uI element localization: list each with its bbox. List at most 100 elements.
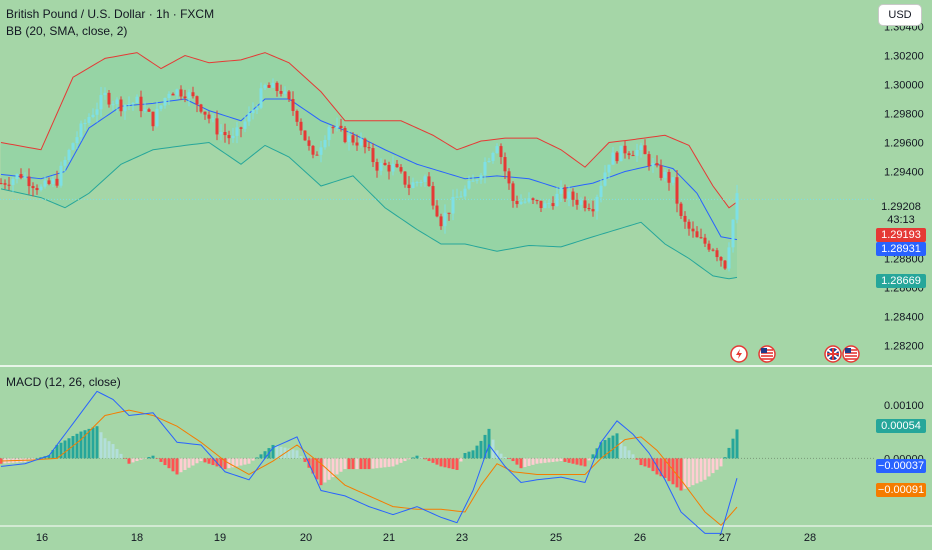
- candle-body: [671, 177, 675, 183]
- macd-histogram-bar: [675, 458, 679, 488]
- current-price-value: 1.29208: [881, 201, 921, 213]
- macd-indicator-label[interactable]: MACD (12, 26, close): [6, 375, 121, 389]
- candle-body: [535, 200, 539, 202]
- candle-body: [643, 145, 647, 155]
- price-tick-label: 1.30000: [884, 80, 924, 92]
- macd-histogram-bar: [735, 429, 739, 459]
- macd-histogram-bar: [567, 458, 571, 463]
- macd-histogram-bar: [695, 458, 699, 484]
- candle-body: [295, 110, 299, 122]
- macd-histogram-bar: [699, 458, 703, 482]
- uk-flag-icon[interactable]: [824, 345, 842, 363]
- macd-histogram-bar: [591, 454, 595, 459]
- candle-body: [123, 104, 127, 112]
- candle-body: [727, 247, 731, 269]
- candle-body: [27, 176, 31, 187]
- macd-histogram-bar: [543, 458, 547, 463]
- candle-body: [487, 160, 491, 163]
- macd-histogram-bar: [647, 458, 651, 468]
- macd-histogram-bar: [635, 458, 639, 460]
- macd-histogram-bar: [91, 427, 95, 459]
- macd-histogram-bar: [87, 428, 91, 459]
- candle-body: [83, 122, 87, 124]
- macd-histogram-bar: [731, 438, 735, 459]
- candle-body: [79, 123, 83, 138]
- flag-stripe: [845, 358, 857, 360]
- candle-body: [683, 215, 687, 222]
- lightning-icon[interactable]: [730, 345, 748, 363]
- candle-body: [279, 91, 283, 94]
- candle-body: [127, 103, 131, 105]
- macd-histogram-bar: [671, 458, 675, 485]
- macd-histogram-bar: [279, 446, 283, 459]
- candle-body: [255, 107, 259, 110]
- us-flag-icon[interactable]: [758, 345, 776, 363]
- macd-histogram-bar: [343, 458, 347, 470]
- macd-histogram-bar: [147, 457, 151, 459]
- macd-histogram-bar: [575, 458, 579, 465]
- candle-body: [551, 203, 555, 207]
- candle-body: [419, 181, 423, 183]
- us-flag-icon[interactable]: [842, 345, 860, 363]
- candle-body: [595, 196, 599, 212]
- macd-histogram-bar: [727, 447, 731, 459]
- candle-body: [99, 95, 103, 110]
- macd-histogram-bar: [143, 458, 147, 459]
- macd-histogram-bar: [379, 458, 383, 468]
- macd-histogram-bar: [723, 457, 727, 459]
- macd-histogram-bar: [503, 457, 507, 459]
- macd-histogram-bar: [187, 458, 191, 468]
- macd-histogram-bar: [303, 458, 307, 462]
- macd-histogram-bar: [547, 458, 551, 463]
- time-axis-label: 18: [131, 532, 143, 544]
- candle-body: [191, 92, 195, 97]
- candle-body: [143, 109, 147, 112]
- candle-body: [311, 145, 315, 155]
- flag-canton: [845, 348, 851, 353]
- candle-body: [447, 212, 451, 214]
- candle-body: [183, 96, 187, 99]
- signal-line-tag: −0.00091: [876, 483, 926, 497]
- macd-histogram-bar: [399, 458, 403, 463]
- macd-histogram-bar: [155, 458, 159, 459]
- macd-histogram-bar: [259, 454, 263, 459]
- macd-histogram-bar: [411, 457, 415, 459]
- candle-body: [499, 146, 503, 158]
- candle-body: [411, 182, 415, 188]
- time-axis-label: 25: [550, 532, 562, 544]
- macd-histogram-bar: [219, 458, 223, 468]
- candle-body: [495, 146, 499, 153]
- macd-histogram-bar: [251, 458, 255, 461]
- candle-body: [735, 193, 739, 220]
- bb-indicator-label[interactable]: BB (20, SMA, close, 2): [6, 24, 128, 38]
- candle-body: [135, 96, 139, 104]
- candle-body: [467, 180, 471, 189]
- macd-histogram-bar: [55, 444, 59, 459]
- macd-tick-label: 0.00100: [884, 400, 924, 412]
- macd-histogram-bar: [419, 457, 423, 459]
- candle-body: [663, 171, 667, 178]
- macd-histogram-bar: [39, 457, 43, 459]
- candle-body: [511, 183, 515, 201]
- macd-histogram-bar: [499, 453, 503, 459]
- macd-histogram-bar: [519, 458, 523, 469]
- bb-basis-tag: 1.28931: [876, 242, 926, 256]
- macd-histogram-bar: [447, 458, 451, 469]
- candle-body: [107, 92, 111, 105]
- candle-body: [659, 165, 663, 178]
- macd-histogram-bar: [551, 458, 555, 462]
- macd-histogram-bar: [375, 458, 379, 469]
- macd-histogram-bar: [427, 458, 431, 462]
- candle-body: [471, 180, 475, 182]
- macd-histogram-bar: [391, 458, 395, 467]
- candle-body: [459, 196, 463, 198]
- currency-button[interactable]: USD: [878, 4, 922, 26]
- candle-body: [391, 163, 395, 172]
- macd-histogram-bar: [703, 458, 707, 480]
- macd-histogram-bar: [495, 450, 499, 459]
- candle-body: [51, 178, 55, 184]
- candle-body: [151, 111, 155, 127]
- candle-body: [415, 182, 419, 184]
- candle-body: [527, 198, 531, 202]
